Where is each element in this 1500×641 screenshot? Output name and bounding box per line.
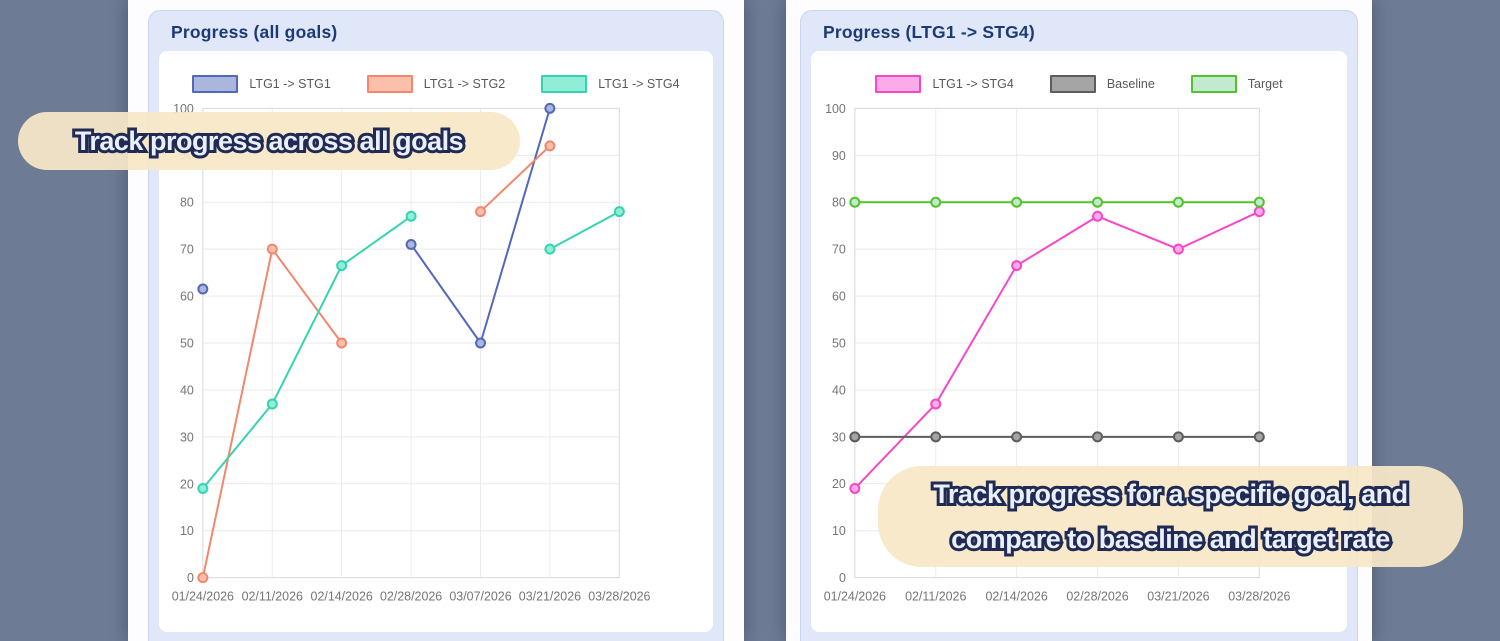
svg-text:02/14/2026: 02/14/2026 — [986, 590, 1048, 604]
svg-text:03/21/2026: 03/21/2026 — [519, 590, 581, 604]
data-point — [266, 243, 278, 255]
svg-text:50: 50 — [180, 336, 194, 350]
data-point — [1172, 243, 1184, 255]
data-point — [1092, 196, 1104, 208]
legend-swatch — [192, 75, 239, 93]
series-line — [854, 210, 1260, 490]
svg-text:40: 40 — [180, 383, 194, 397]
svg-text:02/28/2026: 02/28/2026 — [380, 590, 442, 604]
data-point — [1092, 431, 1104, 443]
data-point — [336, 260, 348, 272]
legend-label: Target — [1247, 77, 1283, 91]
data-point — [930, 431, 942, 443]
svg-text:03/21/2026: 03/21/2026 — [1147, 590, 1209, 604]
data-point — [475, 206, 487, 218]
legend-item[interactable]: LTG1 -> STG2 — [366, 75, 506, 93]
svg-text:40: 40 — [832, 383, 846, 397]
data-point — [930, 196, 942, 208]
data-point — [475, 337, 487, 349]
data-point — [1253, 431, 1265, 443]
svg-text:02/11/2026: 02/11/2026 — [242, 590, 303, 604]
data-point — [1172, 196, 1184, 208]
svg-text:20: 20 — [180, 477, 194, 491]
svg-text:03/07/2026: 03/07/2026 — [449, 590, 511, 604]
svg-text:30: 30 — [832, 430, 846, 444]
svg-text:80: 80 — [180, 196, 194, 210]
svg-text:100: 100 — [825, 102, 846, 116]
legend-swatch — [1190, 75, 1237, 93]
svg-text:20: 20 — [832, 477, 846, 491]
data-point — [266, 398, 278, 410]
legend-label: LTG1 -> STG1 — [249, 77, 331, 91]
annotation-text: Track progress across all goals Track pr… — [72, 123, 467, 159]
legend-label: LTG1 -> STG2 — [423, 77, 506, 91]
svg-text:70: 70 — [832, 243, 846, 257]
data-point — [849, 431, 861, 443]
svg-text:03/28/2026: 03/28/2026 — [588, 590, 650, 604]
data-point — [613, 206, 625, 218]
data-point — [1011, 196, 1023, 208]
chart-legend: LTG1 -> STG1 LTG1 -> STG2 LTG1 -> STG4 — [159, 75, 713, 93]
svg-text:01/24/2026: 01/24/2026 — [172, 590, 234, 604]
data-point — [197, 572, 209, 584]
svg-text:01/24/2026: 01/24/2026 — [824, 590, 886, 604]
data-point — [1011, 431, 1023, 443]
data-point — [544, 102, 556, 114]
card-title-single-goal: Progress (LTG1 -> STG4) — [823, 22, 1035, 42]
data-point — [544, 243, 556, 255]
legend-item[interactable]: LTG1 -> STG4 — [875, 75, 1014, 93]
data-point — [930, 398, 942, 410]
legend-label: LTG1 -> STG4 — [932, 77, 1014, 91]
svg-text:10: 10 — [180, 524, 194, 538]
data-point — [197, 283, 209, 295]
data-point — [544, 140, 556, 152]
data-point — [849, 196, 861, 208]
svg-text:80: 80 — [832, 196, 846, 210]
legend-item[interactable]: LTG1 -> STG4 — [541, 75, 680, 93]
legend-swatch — [1049, 75, 1096, 93]
legend-item[interactable]: Baseline — [1049, 75, 1155, 93]
svg-text:60: 60 — [832, 290, 846, 304]
data-point — [849, 482, 861, 494]
annotation-single-goal: Track progress for a specific goal, and … — [878, 466, 1463, 567]
legend-item[interactable]: LTG1 -> STG1 — [192, 75, 331, 93]
annotation-text-line2: compare to baseline and target rate comp… — [948, 521, 1393, 557]
data-point — [197, 482, 209, 494]
data-point — [1253, 206, 1265, 218]
svg-text:02/11/2026: 02/11/2026 — [905, 590, 966, 604]
legend-swatch — [875, 75, 922, 93]
legend-label: LTG1 -> STG4 — [598, 77, 680, 91]
data-point — [1092, 210, 1104, 222]
svg-text:60: 60 — [180, 290, 194, 304]
svg-text:0: 0 — [187, 571, 194, 585]
legend-swatch — [541, 75, 588, 93]
svg-text:90: 90 — [832, 149, 846, 163]
svg-text:0: 0 — [839, 571, 846, 585]
data-point — [1253, 196, 1265, 208]
series-line — [202, 210, 620, 490]
svg-text:02/14/2026: 02/14/2026 — [311, 590, 373, 604]
svg-text:70: 70 — [180, 243, 194, 257]
data-point — [1172, 431, 1184, 443]
progress-all-goals-card: Progress (all goals) LTG1 -> STG1 LTG1 ->… — [148, 10, 724, 641]
legend-label: Baseline — [1106, 77, 1155, 91]
card-title-all-goals: Progress (all goals) — [171, 22, 338, 42]
svg-text:02/28/2026: 02/28/2026 — [1066, 590, 1128, 604]
left-screenshot-page: Progress (all goals) LTG1 -> STG1 LTG1 ->… — [128, 0, 744, 641]
data-point — [405, 210, 417, 222]
chart-legend: LTG1 -> STG4 Baseline Target — [811, 75, 1347, 93]
svg-text:50: 50 — [832, 336, 846, 350]
annotation-text-line1: Track progress for a specific goal, and … — [930, 476, 1411, 512]
data-point — [1011, 260, 1023, 272]
svg-text:30: 30 — [180, 430, 194, 444]
data-point — [336, 337, 348, 349]
legend-swatch — [366, 75, 413, 93]
svg-text:10: 10 — [832, 524, 846, 538]
svg-text:03/28/2026: 03/28/2026 — [1228, 590, 1290, 604]
annotation-all-goals: Track progress across all goals Track pr… — [18, 112, 520, 170]
data-point — [405, 238, 417, 250]
series-line — [201, 145, 551, 578]
legend-item[interactable]: Target — [1190, 75, 1283, 93]
